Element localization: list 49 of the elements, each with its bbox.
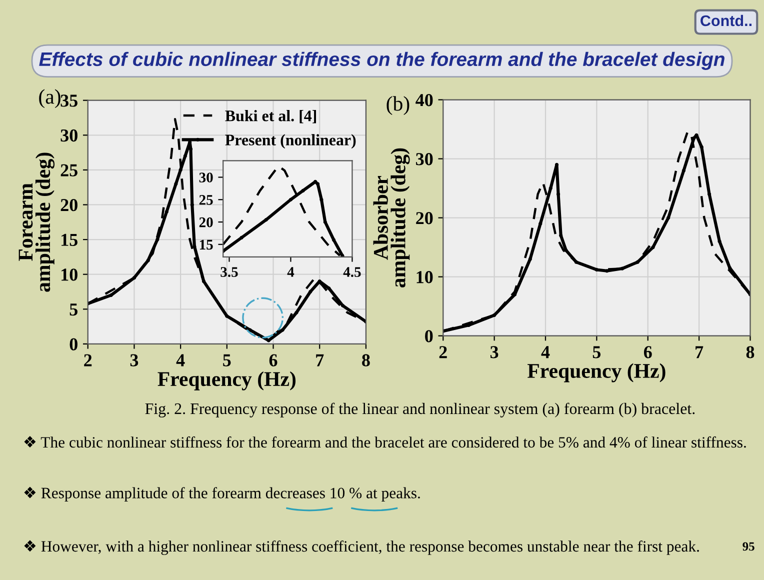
chart-title: Effects of cubic nonlinear stiffness on the forearm and the bracelet design: [39, 52, 724, 70]
caption: Fig. 2. Frequency response of the linear and nonlinear system (a) forearm (b) bracelet.: [145, 402, 695, 418]
y-tick-label: 30: [199, 172, 213, 182]
text: ❖ Response amplitude of the forearm decreases 10 % at peaks.: [24, 486, 420, 502]
y-tick-label: 10: [416, 271, 433, 284]
x-tick-label: 6: [644, 346, 652, 358]
y-tick-label: 25: [199, 195, 213, 205]
x-tick-label: 8: [362, 354, 370, 366]
y-tick-label: 25: [60, 164, 78, 176]
y-tick-label: 20: [199, 217, 213, 228]
legend-label: Present (nonlinear): [225, 134, 356, 149]
y-axis-title: Forearm amplitude (deg): [18, 152, 55, 292]
y-axis-title: Absorber amplitude (deg): [373, 148, 410, 288]
text: ❖ The cubic nonlinear stiffness for the forearm and the bracelet are considered to be 5% and 4% of linear stiffness.: [24, 436, 746, 448]
x-tick-label: 5: [592, 346, 601, 358]
x-axis-title: Frequency (Hz): [528, 363, 666, 382]
x-tick-label: 7: [696, 346, 704, 358]
x-tick-label: 3.5: [220, 267, 238, 277]
x-tick-label: 4: [176, 354, 185, 366]
legend-label: Buki et al. [4]: [225, 110, 316, 124]
x-tick-label: 7: [316, 354, 324, 366]
y-tick-label: 40: [416, 94, 433, 106]
y-tick-label: 20: [416, 212, 433, 224]
y-tick-label: 15: [62, 234, 78, 246]
y-tick-label: 10: [62, 268, 78, 281]
y-tick-label: 5: [70, 304, 78, 316]
x-tick-label: 3: [490, 346, 498, 358]
x-tick-label: 2: [84, 354, 92, 366]
y-tick-label: 30: [60, 129, 78, 142]
text: (a): [39, 89, 60, 108]
y-tick-label: 30: [416, 153, 433, 166]
x-tick-label: 5: [223, 354, 231, 366]
x-tick-label: 8: [746, 346, 754, 358]
x-tick-label: 3: [130, 354, 138, 366]
x-tick-label: 4: [541, 346, 550, 358]
x-tick-label: 2: [439, 346, 447, 358]
y-tick-label: 0: [70, 338, 78, 350]
text: ❖ However, with a higher nonlinear stiffness coefficient, the response becomes unstable near the first peak.: [24, 540, 699, 555]
y-tick-label: 35: [60, 94, 78, 107]
text: 95: [742, 542, 754, 551]
x-tick-label: 4: [287, 267, 294, 277]
text: (b): [386, 96, 410, 116]
x-tick-label: 6: [269, 354, 278, 366]
y-tick-label: 20: [60, 198, 78, 212]
x-tick-label: 4.5: [343, 267, 361, 277]
y-tick-label: 15: [200, 240, 213, 250]
x-axis-title: Frequency (Hz): [158, 371, 296, 390]
y-tick-label: 0: [425, 330, 433, 342]
text: Contd..: [700, 14, 752, 26]
